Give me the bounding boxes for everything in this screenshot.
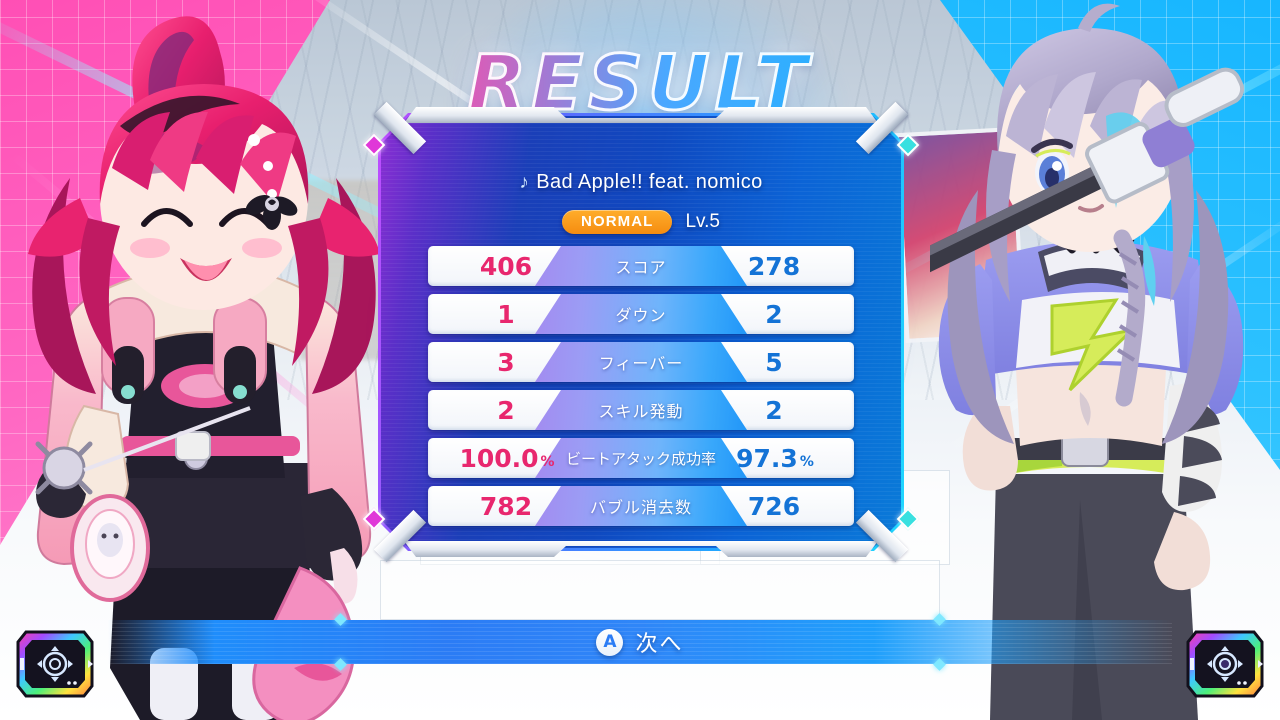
- stat-value-right: 2: [696, 294, 854, 334]
- stat-value-right: 278: [696, 246, 854, 286]
- result-panel: ♪ Bad Apple!! feat. nomico NORMAL Lv.5 スコ…: [362, 101, 920, 563]
- stat-left-number: 1: [497, 299, 515, 329]
- row-band: [535, 342, 747, 382]
- stat-label: フィーバー: [598, 354, 684, 373]
- stat-right-number: 5: [765, 347, 783, 377]
- stat-value-right: 5: [696, 342, 854, 382]
- stat-value-left: 406: [428, 246, 586, 286]
- stat-value-left: 782: [428, 486, 586, 526]
- left-character: [0, 8, 400, 720]
- stat-label: ダウン: [615, 306, 667, 325]
- stat-left-unit: %: [540, 454, 555, 470]
- stat-value-right: 726: [696, 486, 854, 526]
- stat-label: スキル発動: [598, 402, 684, 421]
- stat-right-number: 2: [765, 299, 783, 329]
- stat-label: ビートアタック成功率: [565, 449, 716, 468]
- stat-label: バブル消去数: [589, 498, 692, 517]
- table-row: バブル消去数 782 726: [428, 486, 854, 526]
- difficulty-info: NORMAL Lv.5: [378, 210, 904, 234]
- row-band: [535, 294, 747, 334]
- a-button-icon[interactable]: A: [596, 628, 624, 656]
- dpad-controller-icon-left[interactable]: [14, 628, 96, 700]
- stat-left-number: 406: [479, 251, 533, 281]
- stat-right-number: 2: [765, 395, 783, 425]
- next-button-label: 次へ: [635, 632, 684, 657]
- music-note-icon: ♪: [519, 172, 530, 193]
- row-band: [535, 390, 747, 430]
- stat-right-number: 97.3: [736, 443, 798, 473]
- stat-left-number: 782: [479, 491, 533, 521]
- stat-value-left: 2: [428, 390, 586, 430]
- song-info: ♪ Bad Apple!! feat. nomico: [378, 171, 904, 194]
- stat-value-left: 3: [428, 342, 586, 382]
- table-row: スコア 406 278: [428, 246, 854, 286]
- row-band: [535, 246, 747, 286]
- stat-right-number: 278: [747, 251, 801, 281]
- table-row: スキル発動 2 2: [428, 390, 854, 430]
- table-row: フィーバー 3 5: [428, 342, 854, 382]
- background-booth: [380, 560, 940, 620]
- stat-left-number: 2: [497, 395, 515, 425]
- stat-right-number: 726: [747, 491, 801, 521]
- stats-list: スコア 406 278 ダウン 1 2 フィーバー 3 5 スキル発動 2 2: [428, 246, 854, 526]
- stat-value-left: 100.0%: [428, 438, 586, 478]
- level-label: Lv.5: [685, 211, 720, 232]
- next-button[interactable]: A 次へ: [108, 613, 1172, 671]
- stat-left-number: 100.0: [459, 443, 539, 473]
- stat-value-right: 97.3%: [696, 438, 854, 478]
- table-row: ビートアタック成功率 100.0% 97.3%: [428, 438, 854, 478]
- table-row: ダウン 1 2: [428, 294, 854, 334]
- stat-value-left: 1: [428, 294, 586, 334]
- row-band: [535, 486, 747, 526]
- stat-right-unit: %: [799, 454, 814, 470]
- song-title: Bad Apple!! feat. nomico: [536, 171, 763, 193]
- stat-label: スコア: [615, 258, 667, 277]
- stat-value-right: 2: [696, 390, 854, 430]
- dpad-controller-icon-right[interactable]: [1184, 628, 1266, 700]
- stat-left-number: 3: [497, 347, 515, 377]
- difficulty-badge: NORMAL: [562, 210, 673, 234]
- right-character: [930, 0, 1280, 720]
- row-band: [535, 438, 747, 478]
